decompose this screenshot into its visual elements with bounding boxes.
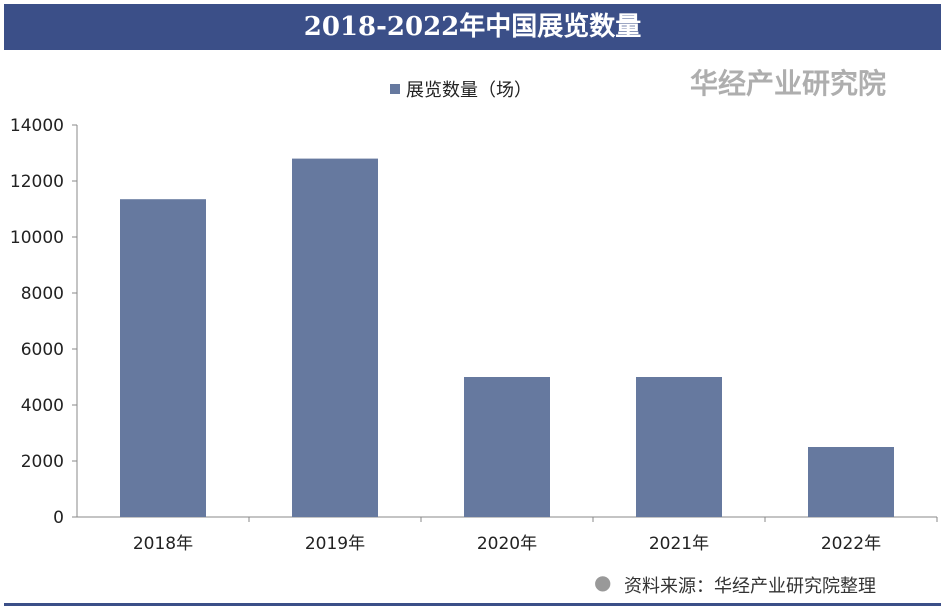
bar	[808, 447, 894, 517]
y-tick-label: 8000	[21, 284, 64, 304]
y-tick-label: 4000	[21, 396, 64, 416]
chart-title: 2018-2022年中国展览数量	[4, 4, 941, 50]
y-tick-label: 10000	[10, 228, 64, 248]
y-tick-label: 12000	[10, 172, 64, 192]
y-tick-label: 14000	[10, 116, 64, 136]
x-tick-label: 2018年	[133, 534, 193, 554]
legend-label: 展览数量（场）	[406, 80, 532, 101]
y-tick-label: 2000	[21, 452, 64, 472]
bottom-divider	[4, 603, 941, 606]
source-note: 资料来源：华经产业研究院整理	[624, 576, 876, 597]
bar	[292, 158, 378, 517]
x-tick-label: 2019年	[305, 534, 365, 554]
legend-swatch	[390, 84, 400, 94]
wechat-icon: ●	[594, 570, 612, 594]
bar	[120, 199, 206, 517]
x-tick-label: 2020年	[477, 534, 537, 554]
bar	[464, 377, 550, 517]
x-tick-label: 2022年	[821, 534, 881, 554]
x-tick-label: 2021年	[649, 534, 709, 554]
y-tick-label: 6000	[21, 340, 64, 360]
y-tick-label: 0	[53, 508, 64, 528]
bar	[636, 377, 722, 517]
watermark-logo: 华经产业研究院	[690, 67, 887, 100]
